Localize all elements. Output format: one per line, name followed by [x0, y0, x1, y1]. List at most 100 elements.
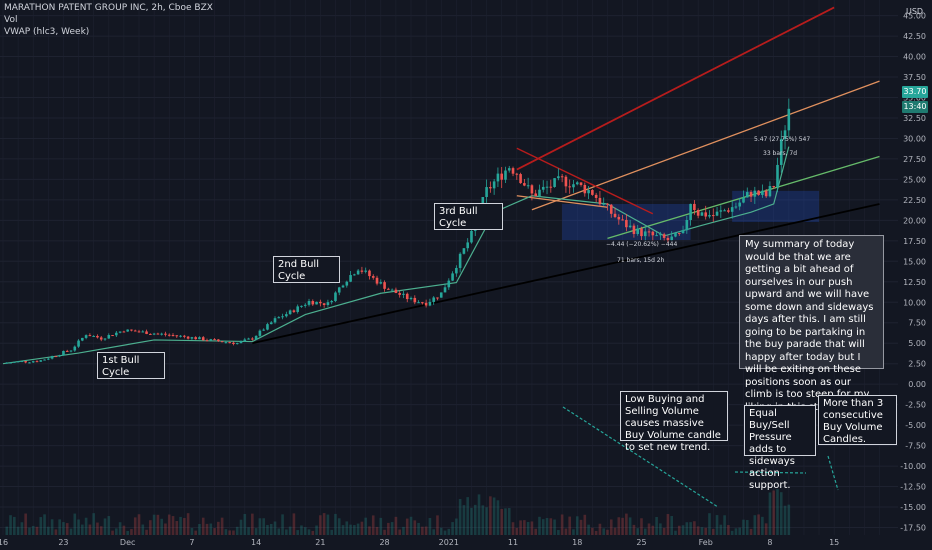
- volume-bar: [96, 522, 99, 535]
- candle-body: [451, 273, 454, 281]
- candle-body: [368, 270, 371, 277]
- volume-bar: [572, 529, 575, 535]
- candle-body: [73, 346, 77, 351]
- annotation-strokes: [562, 406, 839, 508]
- volume-bar: [674, 530, 677, 535]
- volume-bar: [662, 527, 666, 535]
- x-axis: 16 23 Dec 7 14 21 28 2021 11 18 25 Feb 8 15: [0, 535, 932, 550]
- candle-body: [625, 219, 628, 228]
- candle-body: [145, 331, 148, 334]
- volume-bar: [538, 516, 541, 535]
- candle-body: [77, 340, 80, 347]
- candle-body: [738, 202, 742, 207]
- candle-body: [141, 331, 145, 333]
- volume-bar: [477, 494, 481, 535]
- volume-bar: [749, 528, 753, 535]
- candle-body: [149, 333, 152, 335]
- candle-body: [470, 230, 473, 243]
- volume-bar: [719, 524, 723, 535]
- candle-body: [164, 333, 167, 335]
- candle-body: [496, 173, 500, 182]
- volume-bar: [768, 492, 772, 535]
- candle-body: [122, 331, 126, 333]
- candle-body: [455, 267, 458, 274]
- candle-body: [405, 293, 409, 300]
- volume-bar: [568, 516, 571, 535]
- annotation-bull-cycle-3[interactable]: 3rd Bull Cycle: [434, 203, 503, 230]
- volume-bar: [776, 489, 779, 535]
- candle-body: [194, 337, 197, 340]
- volume-bar: [194, 530, 197, 535]
- y-tick-label: -15.00: [900, 503, 926, 512]
- candle-body: [285, 314, 288, 317]
- candle-body: [568, 186, 571, 188]
- y-tick-label: 40.00: [903, 53, 926, 62]
- candle-body: [160, 333, 163, 335]
- candle-body: [727, 210, 730, 212]
- volume-bar: [451, 522, 454, 535]
- candle-body: [296, 306, 299, 312]
- volume-indicator-label[interactable]: Vol: [4, 15, 18, 25]
- candle-body: [209, 339, 213, 341]
- candle-body: [35, 361, 39, 363]
- candle-body: [572, 184, 575, 188]
- volume-bar: [334, 513, 337, 535]
- y-tick-label: 2.50: [908, 360, 926, 369]
- annotation-consecutive-volume[interactable]: More than 3 consecutive Buy Volume Candl…: [818, 395, 897, 445]
- vwap-indicator-label[interactable]: VWAP (hlc3, Week): [4, 27, 90, 37]
- volume-bar: [436, 515, 439, 535]
- annotation-summary[interactable]: My summary of today would be that we are…: [739, 235, 884, 413]
- candle-body: [115, 332, 118, 336]
- volume-bar: [530, 521, 534, 535]
- volume-bar: [757, 514, 760, 535]
- volume-bar: [77, 519, 80, 535]
- candle-body: [700, 212, 704, 216]
- volume-bar: [659, 523, 662, 535]
- volume-bar: [345, 521, 349, 535]
- volume-bar: [745, 520, 749, 535]
- annotation-low-volume[interactable]: Low Buying and Selling Volume causes mas…: [620, 391, 728, 453]
- y-tick-label: 0.00: [908, 380, 926, 389]
- candle-body: [171, 335, 175, 337]
- candle-body: [205, 340, 209, 342]
- volume-bar: [356, 523, 360, 535]
- currency-label: USD: [906, 7, 923, 16]
- volume-bar: [39, 517, 43, 535]
- volume-bar: [511, 522, 515, 535]
- candle-body: [560, 176, 564, 178]
- candle-body: [179, 335, 182, 337]
- volume-bar: [149, 520, 152, 535]
- candle-body: [632, 225, 636, 234]
- candle-body: [761, 190, 764, 195]
- candle-body: [613, 213, 617, 217]
- annotation-bull-cycle-1[interactable]: 1st Bull Cycle: [97, 352, 165, 379]
- measure-up-change: 5.47 (27.75%) 547: [754, 136, 811, 143]
- measure-down-bars: 71 bars, 15d 2h: [617, 257, 665, 264]
- volume-bar: [681, 525, 685, 535]
- volume-bar: [156, 514, 160, 535]
- annotation-bull-cycle-2[interactable]: 2nd Bull Cycle: [273, 256, 340, 283]
- candle-body: [466, 242, 469, 249]
- y-tick-label: 25.00: [903, 175, 926, 184]
- volume-bar: [269, 523, 273, 535]
- candle-body: [742, 197, 745, 203]
- candle-body: [232, 342, 235, 345]
- volume-bar: [307, 529, 311, 535]
- candle-body: [356, 270, 360, 275]
- volume-bar: [375, 526, 379, 535]
- candle-body: [96, 335, 99, 338]
- volume-bar: [247, 527, 250, 535]
- candle-body: [674, 232, 677, 237]
- candle-body: [421, 302, 424, 304]
- volume-bar: [519, 520, 522, 535]
- candle-body: [504, 170, 507, 180]
- annotation-equal-pressure[interactable]: Equal Buy/Sell Pressure adds to sideways…: [744, 405, 816, 491]
- candle-body: [371, 276, 375, 278]
- volume-bar: [553, 519, 556, 535]
- volume-bar: [640, 518, 643, 535]
- volume-bar: [470, 507, 473, 535]
- volume-bar: [213, 528, 216, 535]
- volume-bar: [723, 515, 726, 535]
- volume-bar: [243, 513, 247, 535]
